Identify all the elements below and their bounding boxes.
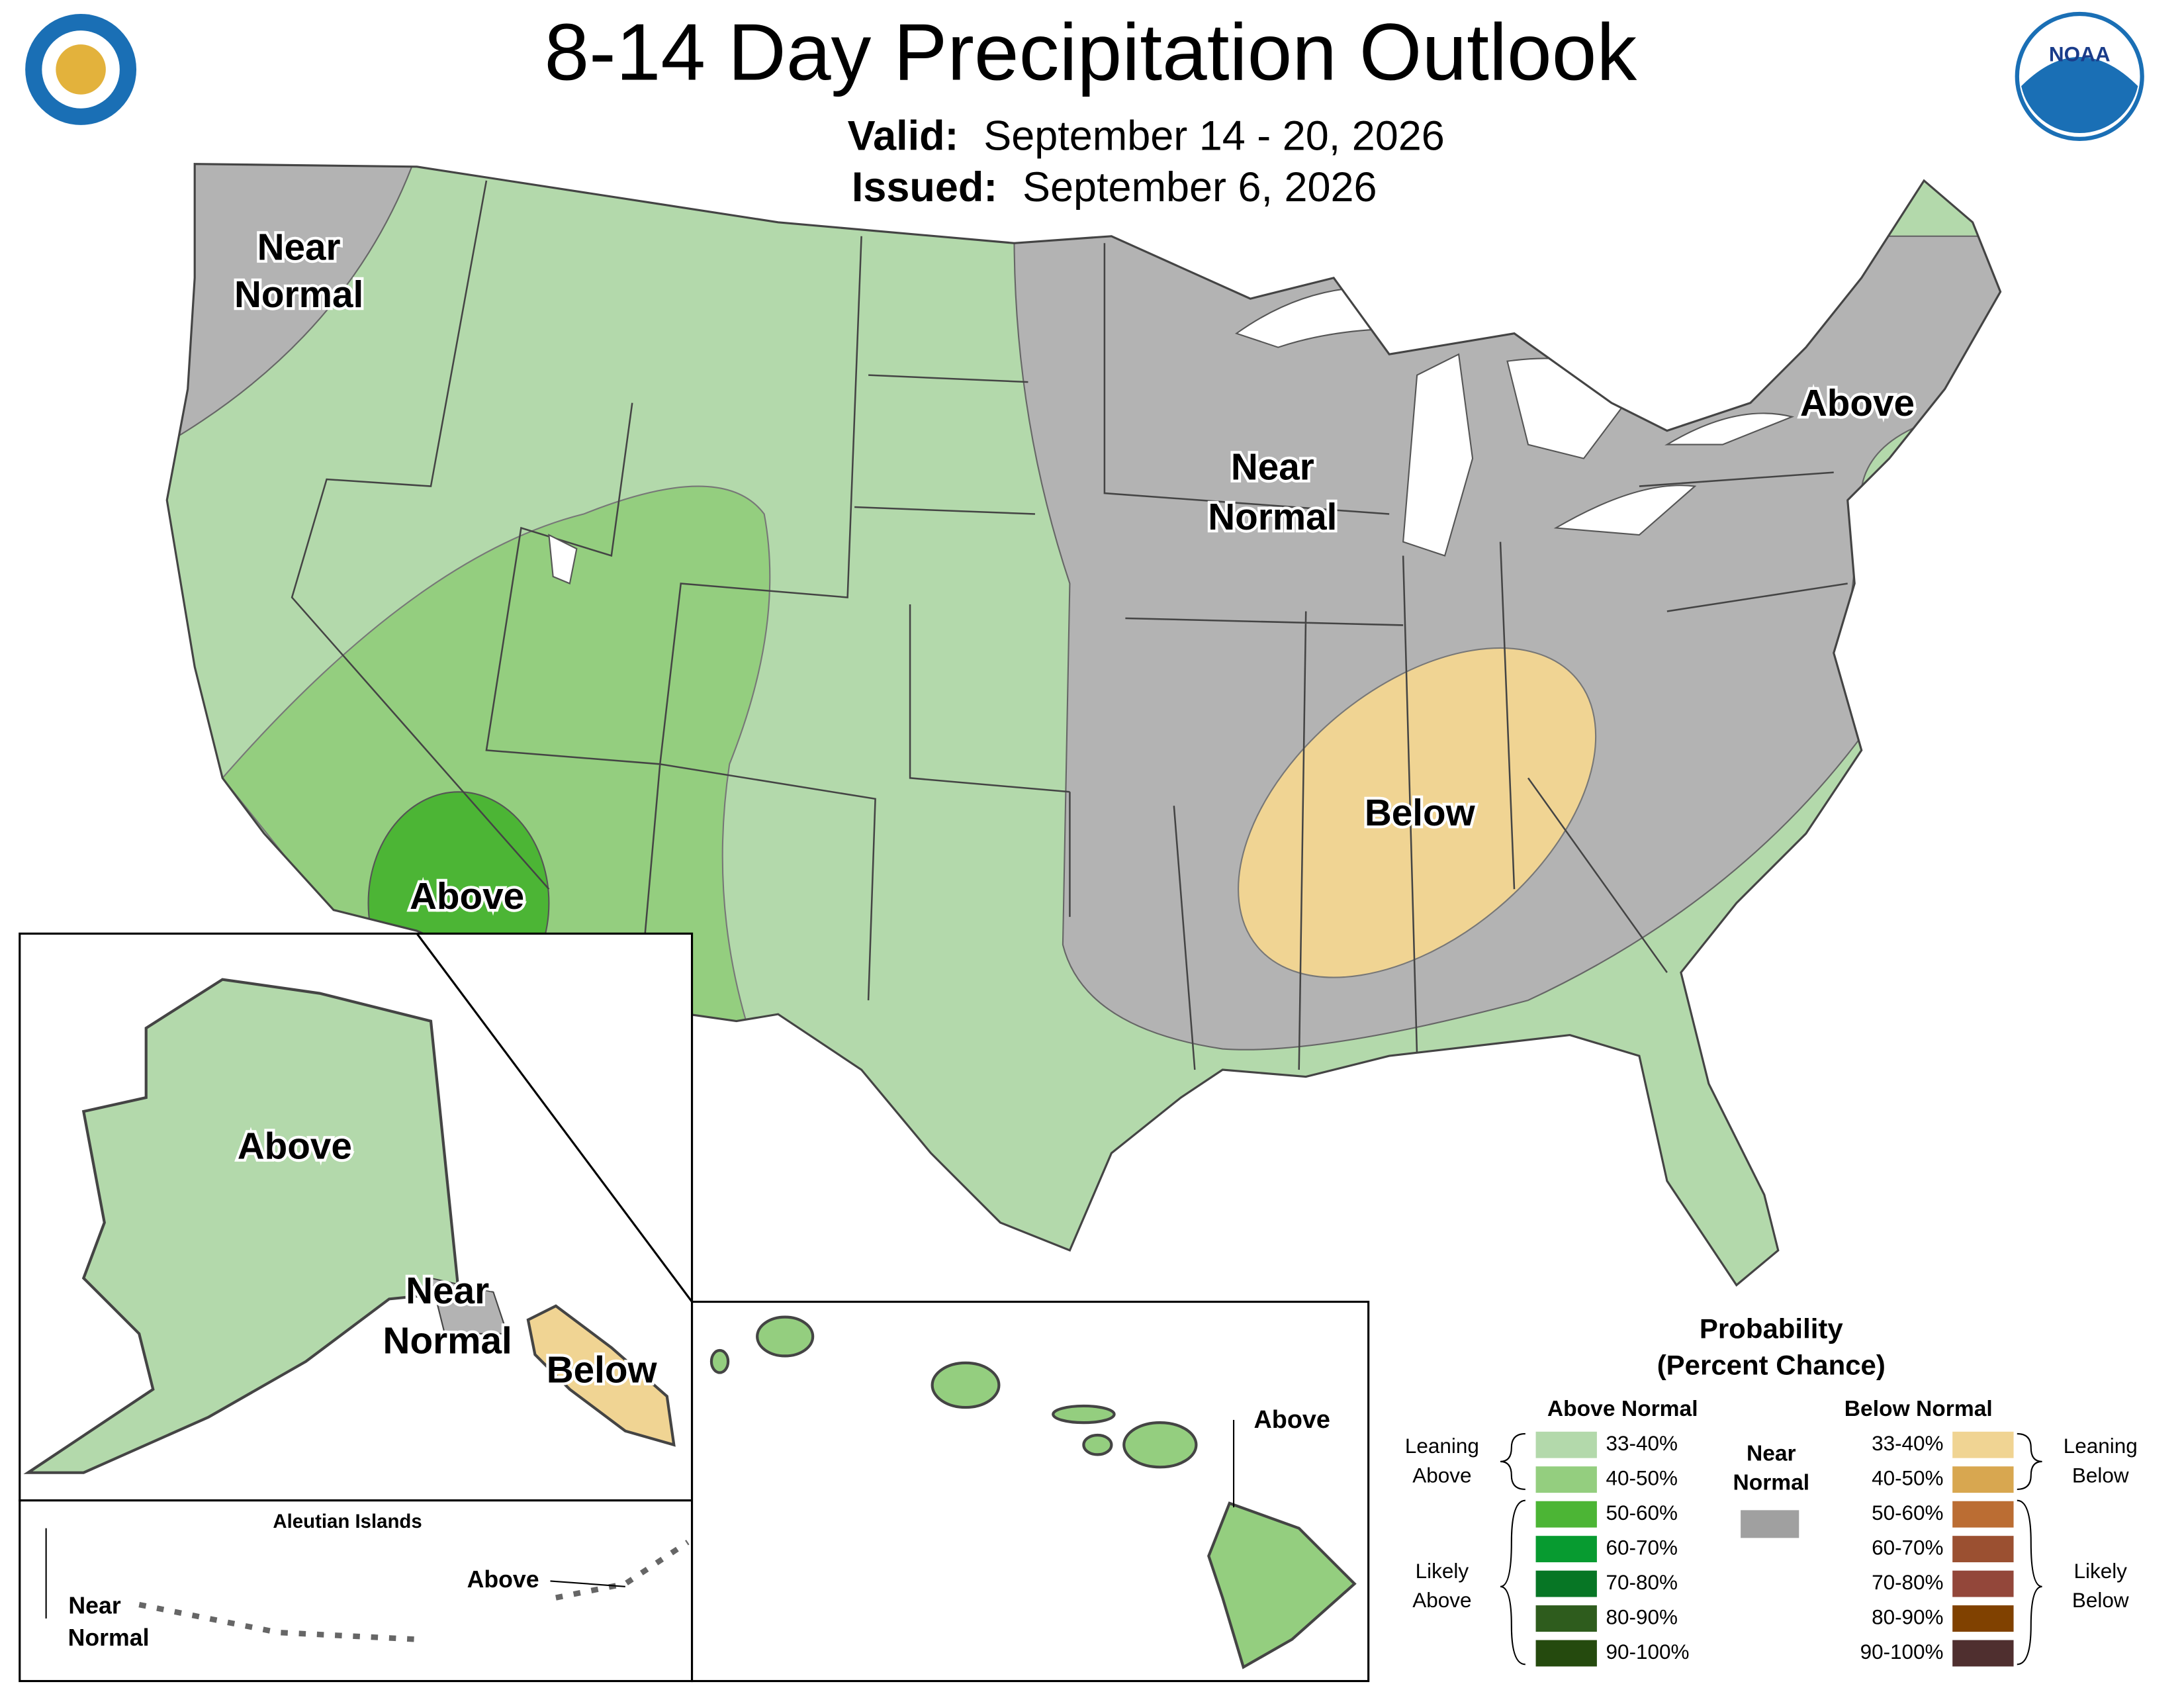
valid-label: Valid:	[848, 113, 959, 160]
legend-swatch	[1951, 1430, 2015, 1460]
legend-swatch	[1534, 1430, 1598, 1460]
region-label: Near	[68, 1593, 120, 1619]
region-label: Above	[467, 1566, 539, 1593]
legend-group: Leaning	[2064, 1434, 2138, 1458]
legend-swatch	[1741, 1510, 1799, 1538]
legend-group: Above	[1412, 1589, 1471, 1612]
legend-label: 50-60%	[1606, 1501, 1678, 1524]
legend-swatch	[1951, 1534, 2015, 1564]
legend-label: 50-60%	[1872, 1501, 1943, 1524]
noaa-logo: NOAA	[2015, 11, 2144, 142]
legend-swatch	[1951, 1638, 2015, 1668]
issued-label: Issued:	[852, 164, 997, 211]
legend-group: Likely	[2073, 1560, 2127, 1583]
issued-date: September 6, 2026	[1023, 164, 1377, 211]
legend-swatch	[1951, 1604, 2015, 1634]
region-label: Near	[406, 1270, 489, 1312]
legend-header: Below Normal	[1844, 1397, 1993, 1421]
legend-swatch	[1534, 1638, 1598, 1668]
region-label: Near	[1231, 446, 1314, 488]
legend-group: Likely	[1416, 1560, 1469, 1583]
title: 8-14 Day Precipitation Outlook	[544, 7, 1637, 97]
region-label: Above	[238, 1126, 352, 1168]
region-label: Normal	[234, 274, 363, 316]
legend-label: 90-100%	[1860, 1640, 1944, 1664]
region-label: Normal	[68, 1624, 150, 1651]
legend-label: 33-40%	[1606, 1432, 1678, 1455]
legend-title: Probability	[1700, 1313, 1844, 1344]
below-33-40	[1238, 647, 1597, 978]
region-label: Below	[1365, 792, 1476, 834]
legend-group: Leaning	[1405, 1434, 1479, 1458]
legend-swatch	[1534, 1604, 1598, 1634]
legend-group: Below	[2072, 1589, 2129, 1612]
hawaii-islands	[709, 1315, 1357, 1669]
inset-title: Aleutian Islands	[273, 1511, 422, 1532]
legend-header: Above Normal	[1547, 1397, 1698, 1421]
legend-label: 60-70%	[1872, 1536, 1943, 1559]
legend-swatch	[1951, 1569, 2015, 1599]
legend: Probability (Percent Chance) Above Norma…	[1405, 1313, 2138, 1668]
legend-label: 40-50%	[1872, 1466, 1943, 1489]
leader-line	[550, 1580, 625, 1587]
aleutian-islands	[138, 1540, 690, 1642]
legend-label: 40-50%	[1606, 1466, 1678, 1489]
above-40-50	[221, 485, 771, 1036]
legend-group: Above	[1412, 1464, 1471, 1487]
legend-near: Normal	[1733, 1470, 1809, 1495]
alaska-below	[526, 1304, 676, 1447]
legend-label: 80-90%	[1606, 1605, 1678, 1628]
inset-line	[416, 933, 693, 1303]
legend-swatch	[1534, 1569, 1598, 1599]
legend-label: 70-80%	[1606, 1571, 1678, 1594]
region-label: Above	[1800, 383, 1915, 424]
legend-title: (Percent Chance)	[1657, 1349, 1886, 1380]
alaska-near-normal	[430, 1277, 508, 1335]
alaska-shape	[23, 978, 461, 1474]
legend-swatch	[1534, 1534, 1598, 1564]
region-label: Above	[410, 876, 524, 917]
legend-group: Below	[2072, 1464, 2129, 1487]
region-label: Above	[1254, 1406, 1330, 1434]
legend-swatch	[1534, 1465, 1598, 1495]
legend-brackets	[1500, 1432, 2042, 1665]
legend-swatch	[1951, 1499, 2015, 1529]
legend-label: 80-90%	[1872, 1605, 1943, 1628]
region-label: Normal	[1208, 496, 1337, 538]
state-lines	[291, 180, 1848, 1070]
legend-swatch	[1951, 1465, 2015, 1495]
doc-seal	[25, 13, 137, 125]
legend-label: 33-40%	[1872, 1432, 1943, 1455]
legend-near: Near	[1747, 1441, 1796, 1466]
near-normal-nw	[167, 164, 418, 460]
region-label: Near	[257, 227, 341, 269]
near-normal-central	[1013, 235, 2001, 1051]
legend-swatch	[1534, 1499, 1598, 1529]
great-lakes	[548, 286, 1795, 585]
valid-dates: September 14 - 20, 2026	[983, 113, 1444, 160]
legend-label: 70-80%	[1872, 1571, 1943, 1594]
noaa-text: NOAA	[2049, 42, 2111, 66]
legend-label: 60-70%	[1606, 1536, 1678, 1559]
region-label: Normal	[383, 1320, 512, 1362]
region-label: Below	[547, 1350, 658, 1391]
legend-label: 90-100%	[1606, 1640, 1690, 1664]
